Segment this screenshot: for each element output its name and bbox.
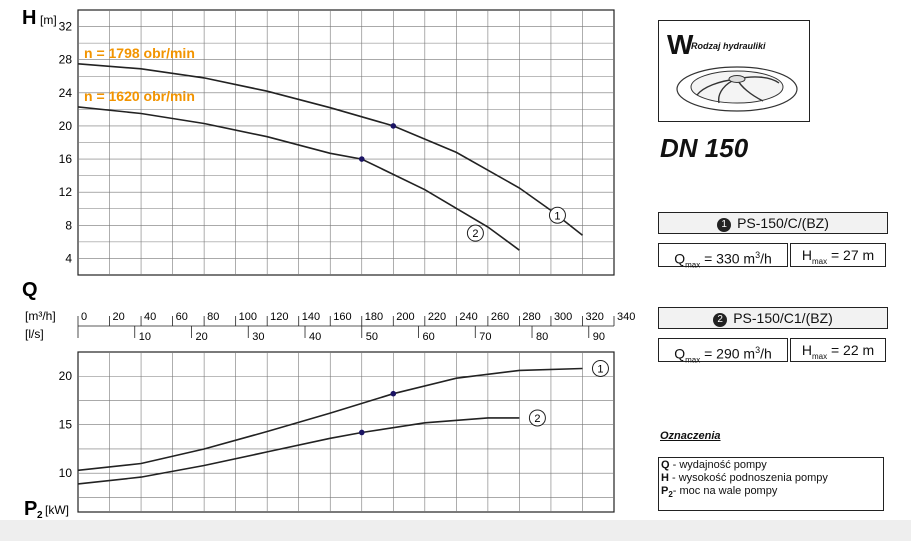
hydraulics-type-box: W Rodzaj hydrauliki — [658, 20, 810, 122]
legend-item: H - wysokość podnoszenia pompy — [661, 472, 828, 484]
y-tick-label: 20 — [59, 369, 73, 383]
qmax-value: Qmax = 290 m3/h — [658, 338, 788, 364]
q-tick-label-ls: 70 — [479, 331, 491, 343]
curve-number-label: 2 — [472, 228, 478, 240]
q-tick-label-m3h: 80 — [207, 311, 219, 323]
curve-number-label: 1 — [597, 363, 603, 375]
hmax-value: Hmax = 27 m — [790, 243, 886, 267]
y-tick-label: 10 — [59, 466, 73, 480]
y-tick-label: 24 — [59, 86, 73, 100]
q-tick-label-m3h: 180 — [365, 311, 383, 323]
q-tick-label-m3h: 100 — [239, 311, 257, 323]
p-axis-unit: [kW] — [45, 503, 69, 517]
q-tick-label-ls: 90 — [593, 331, 605, 343]
q-tick-label-m3h: 260 — [491, 311, 509, 323]
model-name: PS-150/C/(BZ) — [737, 215, 829, 231]
impeller-icon — [676, 66, 798, 112]
q-tick-label-ls: 30 — [252, 331, 264, 343]
operating-point-marker — [358, 156, 365, 162]
q-tick-label-m3h: 60 — [176, 311, 188, 323]
curve-number-badge: 1 — [717, 218, 732, 232]
curve-number-circle — [591, 359, 609, 377]
legend-item: Q - wydajność pompy — [661, 459, 767, 471]
q-tick-label-ls: 50 — [366, 331, 378, 343]
y-tick-label: 8 — [65, 218, 72, 232]
q-tick-label-m3h: 200 — [396, 311, 414, 323]
q-tick-label-m3h: 240 — [459, 311, 477, 323]
model-2-name: 2 PS-150/C1/(BZ) — [658, 307, 888, 329]
q-tick-label-ls: 40 — [309, 331, 321, 343]
legend-box: Q - wydajność pompy H - wysokość podnosz… — [658, 457, 884, 511]
curve-number-badge: 2 — [713, 313, 728, 327]
plot-frame — [77, 351, 615, 513]
q-tick-label-m3h: 20 — [113, 311, 125, 323]
speed-label: n = 1620 obr/min — [84, 88, 195, 104]
q-tick-label-m3h: 140 — [302, 311, 320, 323]
h-axis-unit: [m] — [40, 13, 57, 27]
q-tick-label-m3h: 120 — [270, 311, 288, 323]
q-tick-label-ls: 10 — [139, 331, 151, 343]
qmax-value: Qmax = 330 m3/h — [658, 243, 788, 269]
q-tick-label-m3h: 220 — [428, 311, 446, 323]
p-axis-symbol: P — [24, 498, 37, 520]
q-tick-label-m3h: 280 — [522, 311, 540, 323]
hmax-value: Hmax = 22 m — [790, 338, 886, 362]
q-tick-label-m3h: 40 — [144, 311, 156, 323]
y-tick-label: 32 — [59, 20, 73, 34]
q-tick-label-m3h: 0 — [81, 311, 87, 323]
y-tick-label: 16 — [59, 152, 73, 166]
q-unit-m3h: [m³/h] — [25, 309, 56, 323]
curve-number-circle — [548, 206, 566, 224]
model-name: PS-150/C1/(BZ) — [733, 310, 833, 326]
dn-label: DN 150 — [660, 133, 749, 163]
operating-point-marker — [358, 429, 365, 436]
q-tick-label-ls: 60 — [423, 331, 435, 343]
q-axis-symbol: Q — [22, 279, 38, 301]
series-curve-2 — [77, 106, 520, 251]
speed-label: n = 1798 obr/min — [84, 45, 195, 61]
hydraulics-letter: W — [667, 29, 694, 60]
p-axis-subscript: 2 — [37, 510, 43, 521]
q-tick-label-m3h: 160 — [333, 311, 351, 323]
curve-number-label: 1 — [554, 210, 560, 222]
curve-number-circle — [528, 409, 546, 427]
hydraulics-label: Rodzaj hydrauliki — [691, 41, 766, 51]
model-1-name: 1 PS-150/C/(BZ) — [658, 212, 888, 234]
curve-number-label: 2 — [534, 413, 540, 425]
y-tick-label: 4 — [65, 251, 72, 265]
operating-point-marker — [390, 390, 397, 397]
y-tick-label: 12 — [59, 185, 73, 199]
series-curve-1 — [77, 63, 583, 236]
q-tick-label-m3h: 320 — [585, 311, 603, 323]
curve-number-circle — [466, 224, 484, 242]
series-curve-2 — [77, 417, 520, 485]
y-tick-label: 28 — [59, 53, 73, 67]
q-unit-ls: [l/s] — [25, 327, 44, 341]
operating-point-marker — [390, 123, 397, 129]
footer-bar — [0, 520, 911, 541]
legend-item: P2- moc na wale pompy — [661, 485, 778, 500]
series-curve-1 — [77, 367, 583, 472]
y-tick-label: 15 — [59, 418, 73, 432]
q-tick-label-m3h: 300 — [554, 311, 572, 323]
q-tick-label-ls: 80 — [536, 331, 548, 343]
legend-title: Oznaczenia — [660, 430, 721, 442]
q-tick-label-ls: 20 — [196, 331, 208, 343]
h-axis-symbol: H — [22, 7, 36, 29]
y-tick-label: 20 — [59, 119, 73, 133]
q-tick-label-m3h: 340 — [617, 311, 635, 323]
